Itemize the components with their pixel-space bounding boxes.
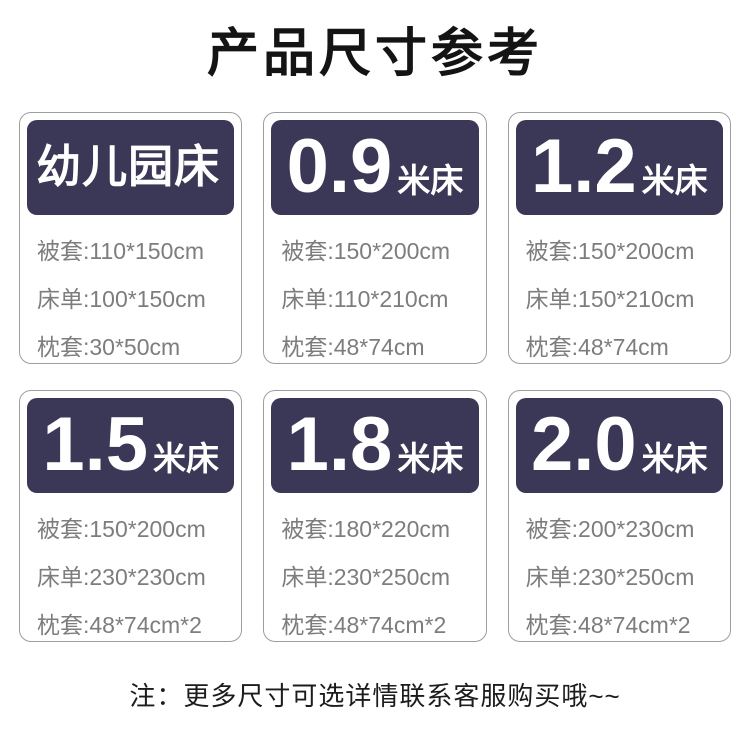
size-card-0-9m: 0.9 米床 被套:150*200cm 床单:110*210cm 枕套:48*74…	[263, 112, 487, 364]
card-header: 2.0 米床	[515, 398, 723, 493]
card-header: 1.5 米床	[27, 398, 235, 493]
card-specs: 被套:110*150cm 床单:100*150cm 枕套:30*50cm	[27, 215, 234, 361]
bed-size-label: 1.2	[530, 124, 637, 209]
spec-pillowcase: 枕套:48*74cm*2	[281, 612, 447, 638]
card-specs: 被套:200*230cm 床单:230*250cm 枕套:48*74cm*2	[516, 493, 723, 639]
spec-duvet-cover: 被套:200*230cm	[525, 516, 695, 542]
size-cards-grid: 幼儿园床 被套:110*150cm 床单:100*150cm 枕套:30*50c…	[0, 112, 750, 642]
footer-note: 注：更多尺寸可选详情联系客服购买哦~~	[129, 681, 621, 711]
card-header: 1.8 米床	[271, 398, 479, 493]
bed-size-label: 1.5	[42, 402, 148, 487]
size-card-1-5m: 1.5 米床 被套:150*200cm 床单:230*230cm 枕套:48*74…	[19, 390, 243, 642]
bed-size-unit: 米床	[641, 162, 708, 199]
card-specs: 被套:180*220cm 床单:230*250cm 枕套:48*74cm*2	[271, 493, 478, 639]
bed-size-label: 0.9	[286, 124, 393, 209]
size-card-kindergarten: 幼儿园床 被套:110*150cm 床单:100*150cm 枕套:30*50c…	[19, 112, 243, 364]
spec-pillowcase: 枕套:48*74cm	[525, 334, 669, 360]
spec-pillowcase: 枕套:48*74cm	[281, 334, 425, 360]
spec-pillowcase: 枕套:48*74cm*2	[525, 612, 691, 638]
spec-duvet-cover: 被套:150*200cm	[37, 516, 206, 542]
card-header: 幼儿园床	[27, 120, 235, 215]
bed-size-unit: 米床	[152, 440, 219, 477]
spec-duvet-cover: 被套:150*200cm	[281, 238, 451, 264]
spec-duvet-cover: 被套:150*200cm	[525, 238, 695, 264]
page-title: 产品尺寸参考	[206, 25, 543, 83]
size-card-1-8m: 1.8 米床 被套:180*220cm 床单:230*250cm 枕套:48*74…	[263, 390, 487, 642]
bed-size-label: 2.0	[530, 402, 637, 487]
spec-duvet-cover: 被套:110*150cm	[37, 238, 205, 264]
bed-size-unit: 米床	[641, 440, 708, 477]
spec-bed-sheet: 床单:230*230cm	[37, 564, 206, 590]
spec-bed-sheet: 床单:100*150cm	[37, 286, 206, 312]
card-header: 1.2 米床	[515, 120, 723, 215]
spec-bed-sheet: 床单:110*210cm	[281, 286, 449, 312]
card-specs: 被套:150*200cm 床单:110*210cm 枕套:48*74cm	[271, 215, 478, 361]
bed-size-unit: 米床	[397, 440, 464, 477]
bed-size-label: 幼儿园床	[36, 141, 221, 192]
spec-duvet-cover: 被套:180*220cm	[281, 516, 451, 542]
card-header: 0.9 米床	[271, 120, 479, 215]
size-card-1-2m: 1.2 米床 被套:150*200cm 床单:150*210cm 枕套:48*74…	[507, 112, 731, 364]
spec-bed-sheet: 床单:150*210cm	[525, 286, 695, 312]
spec-bed-sheet: 床单:230*250cm	[525, 564, 695, 590]
spec-pillowcase: 枕套:48*74cm*2	[37, 612, 202, 638]
card-specs: 被套:150*200cm 床单:230*230cm 枕套:48*74cm*2	[27, 493, 234, 639]
bed-size-unit: 米床	[397, 162, 464, 199]
spec-bed-sheet: 床单:230*250cm	[281, 564, 451, 590]
spec-pillowcase: 枕套:30*50cm	[37, 334, 181, 360]
size-card-2-0m: 2.0 米床 被套:200*230cm 床单:230*250cm 枕套:48*74…	[507, 390, 731, 642]
card-specs: 被套:150*200cm 床单:150*210cm 枕套:48*74cm	[516, 215, 723, 361]
bed-size-label: 1.8	[286, 402, 393, 487]
